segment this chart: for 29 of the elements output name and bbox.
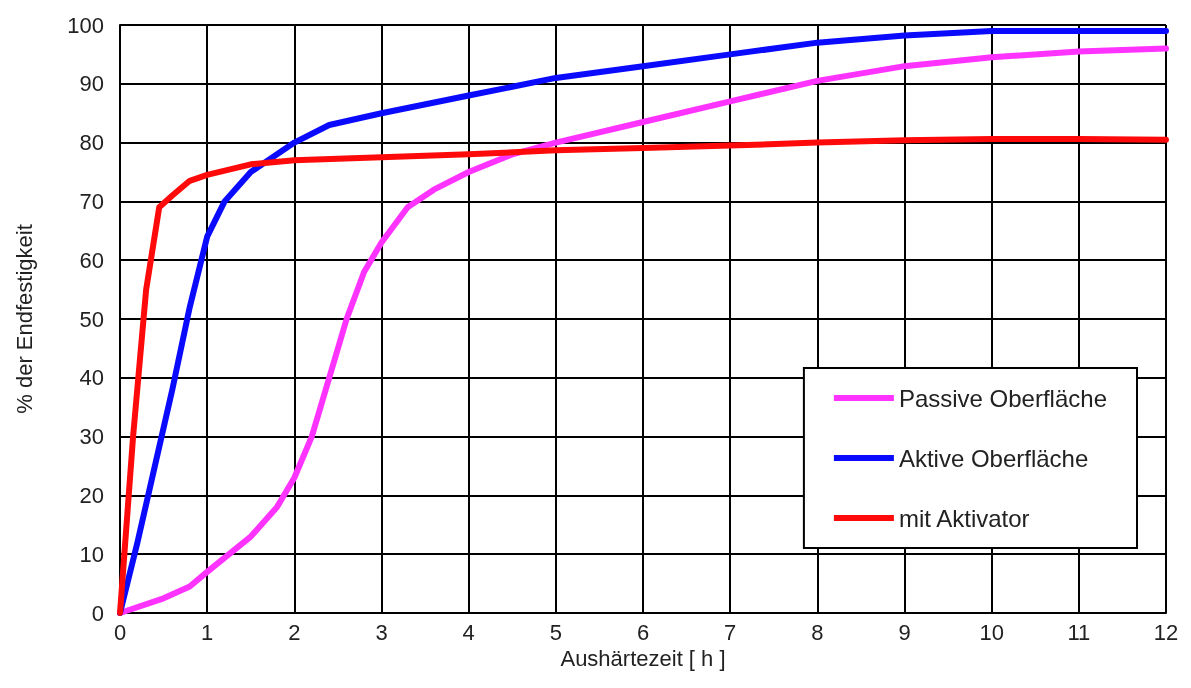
x-tick-label: 12 xyxy=(1153,619,1179,645)
y-tick-label: 0 xyxy=(91,600,104,626)
x-tick-label: 6 xyxy=(636,619,650,645)
x-tick-label: 0 xyxy=(113,619,127,645)
y-tick-label: 90 xyxy=(79,71,104,97)
x-tick-label: 11 xyxy=(1067,619,1091,645)
y-tick-label: 50 xyxy=(79,306,104,332)
x-tick-label: 9 xyxy=(898,619,911,645)
y-tick-label: 100 xyxy=(67,12,104,38)
x-tick-label: 1 xyxy=(201,619,214,645)
x-tick-label: 2 xyxy=(288,619,301,645)
y-tick-label: 40 xyxy=(79,365,104,391)
y-tick-label: 60 xyxy=(79,247,104,273)
y-axis-title: % der Endfestigkeit xyxy=(11,224,37,414)
x-tick-label: 4 xyxy=(462,619,475,645)
x-tick-label: 7 xyxy=(724,619,737,645)
legend-label: mit Aktivator xyxy=(898,504,1030,532)
y-tick-label: 30 xyxy=(79,424,104,450)
y-tick-label: 20 xyxy=(79,482,104,508)
x-axis-title: Aushärtezeit [ h ] xyxy=(560,646,726,672)
x-tick-label: 8 xyxy=(811,619,824,645)
x-tick-label: 10 xyxy=(979,619,1004,645)
y-tick-label: 10 xyxy=(79,541,104,567)
y-tick-label: 80 xyxy=(79,130,104,156)
y-tick-label: 70 xyxy=(79,188,104,214)
legend-label: Aktive Oberfläche xyxy=(898,444,1089,472)
legend-label: Passive Oberfläche xyxy=(898,384,1108,412)
x-tick-label: 5 xyxy=(549,619,562,645)
x-tick-label: 3 xyxy=(375,619,388,645)
